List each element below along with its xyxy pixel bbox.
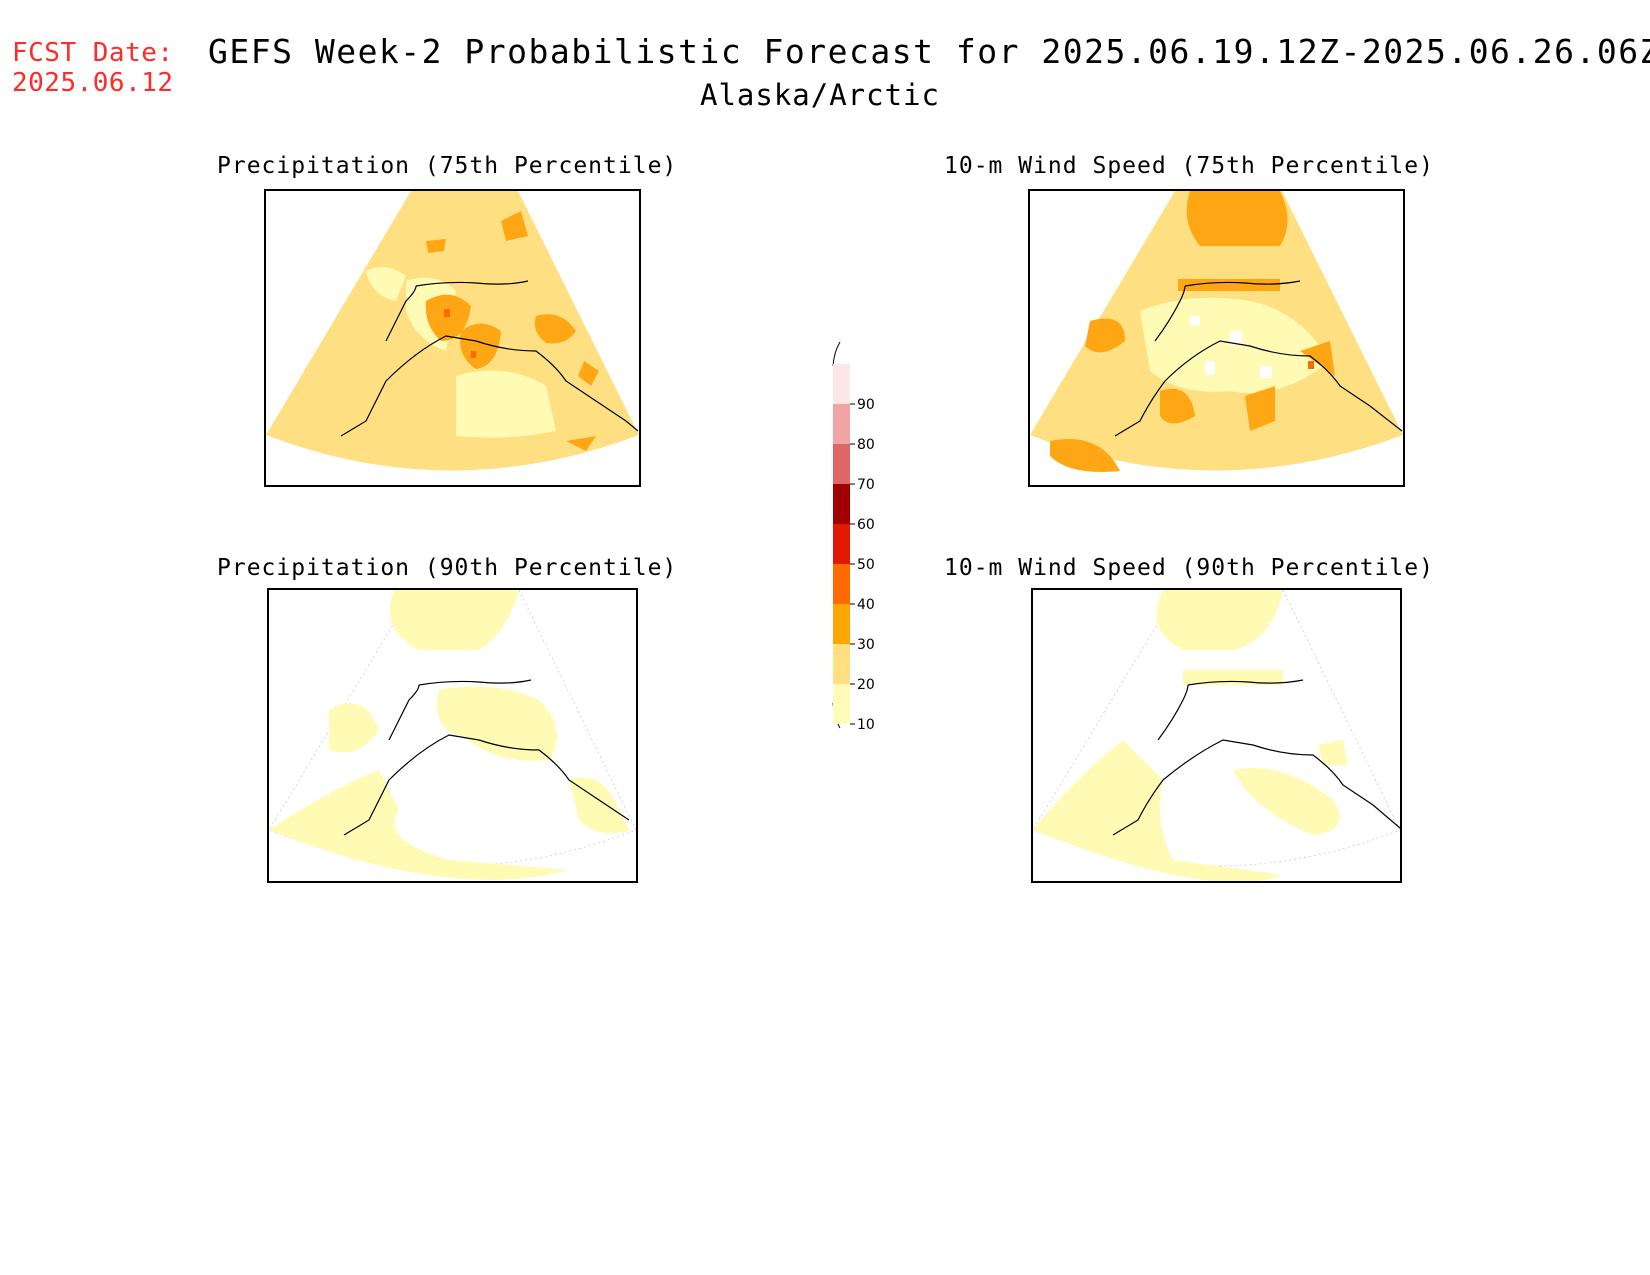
prob-area-light [456, 370, 556, 438]
prob-area-orange [426, 239, 446, 253]
prob-area-light [1318, 740, 1348, 765]
colorbar-label-30: 30 [857, 637, 875, 653]
prob-area-orange [460, 323, 501, 369]
coastline [1114, 280, 1403, 437]
prob-area-orange [1186, 191, 1288, 246]
colorbar-band-60_70 [833, 484, 850, 524]
prob-area-orange [578, 361, 599, 386]
colorbar-band-50_60 [833, 524, 850, 564]
prob-area-light [366, 267, 406, 301]
prob-area-orange [425, 294, 471, 341]
prob-area-light [329, 703, 379, 753]
prob-area-orange [1050, 439, 1120, 472]
prob-area-light [569, 777, 629, 834]
colorbar-band-40_50 [833, 564, 850, 604]
prob-area-orange [501, 211, 528, 241]
prob-area-orange [1245, 386, 1275, 431]
prob-area-light [1033, 740, 1283, 881]
region-subtitle: Alaska/Arctic [700, 78, 940, 112]
colorbar-label-50: 50 [857, 557, 875, 573]
colorbar-label-80: 80 [857, 437, 875, 453]
fcst-date-value: 2025.06.12 [12, 68, 174, 98]
coastline [343, 679, 630, 836]
colorbar-band-20_30 [833, 644, 850, 684]
prob-area-white [1190, 316, 1272, 378]
prob-area-dark [471, 351, 476, 358]
prob-area-orange [1160, 388, 1195, 424]
colorbar-band-30_40 [833, 604, 850, 644]
colorbar-band-80_90 [833, 404, 850, 444]
prob-area-light [269, 770, 569, 880]
prob-area-orange [1300, 341, 1335, 376]
map-panel-wind-75 [1028, 189, 1405, 487]
prob-area-light [437, 686, 557, 761]
prob-area-orange [1178, 279, 1280, 291]
prob-area-dark [444, 309, 450, 317]
coastline [1112, 679, 1400, 836]
coastline [340, 280, 639, 437]
prob-area-light [389, 590, 519, 650]
panel-title-precip-90: Precipitation (90th Percentile) [217, 555, 678, 581]
prob-area-light [1140, 297, 1330, 393]
colorbar-band-90_100 [833, 364, 850, 404]
map-panel-precip-75 [264, 189, 641, 487]
prob-area-light [1233, 768, 1340, 835]
map-panel-wind-90 [1031, 588, 1402, 883]
prob-area-orange [1085, 318, 1125, 353]
prob-area-dark [1308, 361, 1314, 369]
colorbar-band-70_80 [833, 444, 850, 484]
colorbar-label-60: 60 [857, 517, 875, 533]
colorbar: 90 80 70 60 50 40 30 20 10 [830, 336, 890, 746]
map-panel-precip-90 [267, 588, 638, 883]
prob-area-orange [534, 314, 576, 344]
colorbar-top-arc [832, 341, 841, 367]
panel-title-wind-75: 10-m Wind Speed (75th Percentile) [944, 153, 1434, 179]
colorbar-label-90: 90 [857, 397, 875, 413]
forecast-date-label: FCST Date: 2025.06.12 [12, 38, 174, 98]
fcst-date-caption: FCST Date: [12, 38, 174, 68]
colorbar-label-20: 20 [857, 677, 875, 693]
prob-area-orange [566, 436, 596, 451]
colorbar-label-40: 40 [857, 597, 875, 613]
colorbar-label-70: 70 [857, 477, 875, 493]
prob-area-light [1183, 670, 1283, 685]
colorbar-band-10_20 [833, 684, 850, 724]
panel-title-wind-90: 10-m Wind Speed (90th Percentile) [944, 555, 1434, 581]
panel-title-precip-75: Precipitation (75th Percentile) [217, 153, 678, 179]
colorbar-label-10: 10 [857, 717, 875, 733]
prob-area-light [1156, 590, 1283, 650]
